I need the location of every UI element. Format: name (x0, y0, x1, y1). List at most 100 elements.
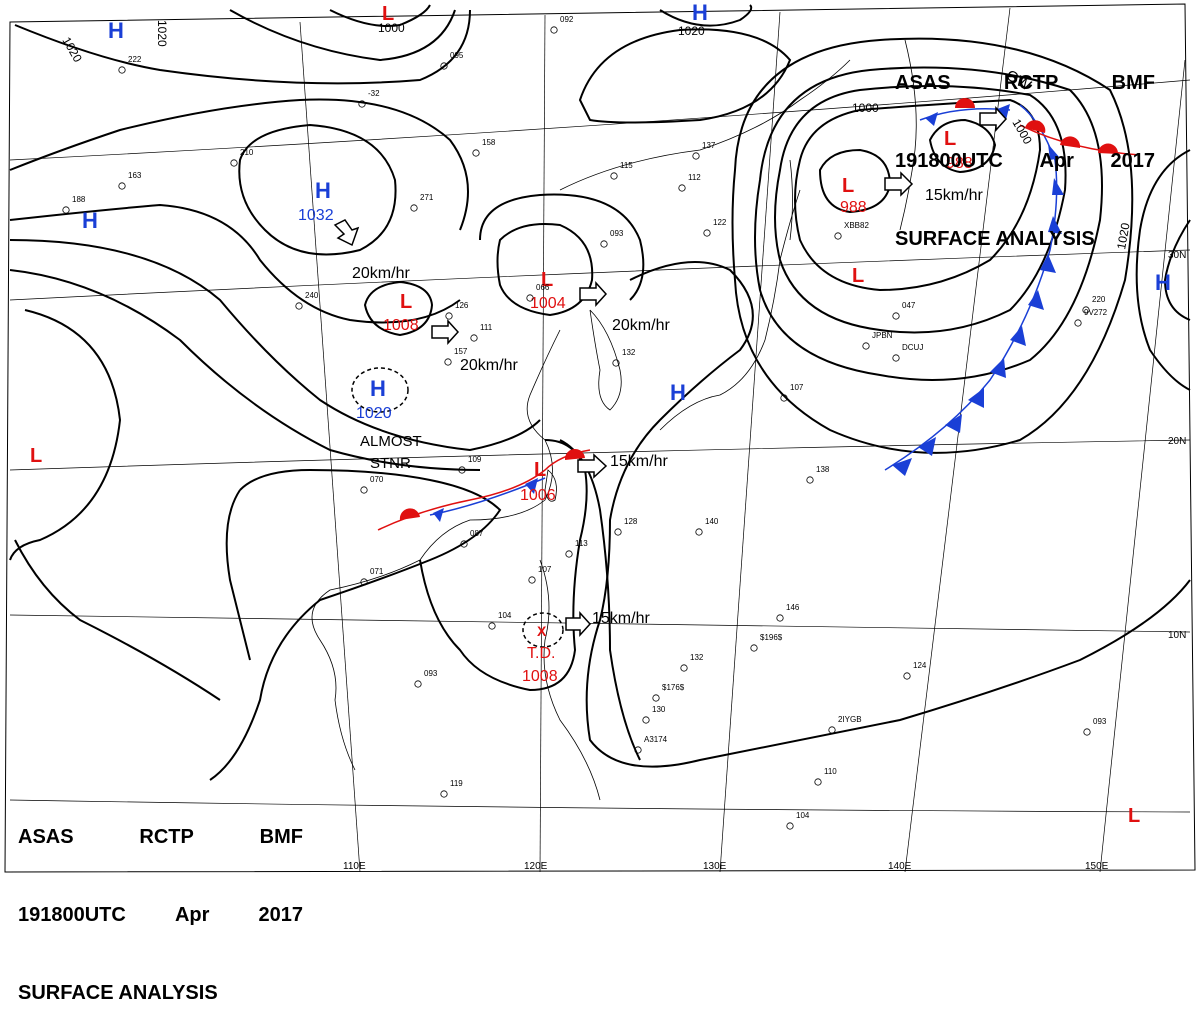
station-value: 132 (690, 653, 704, 662)
station-value: 107 (790, 383, 804, 392)
footer-product: ASAS (18, 826, 74, 848)
station-marker (414, 680, 422, 688)
station-marker (295, 302, 303, 310)
isobar (479, 193, 645, 301)
arrow-icon (565, 611, 592, 637)
header-code: BMF (1111, 72, 1155, 94)
arrow-icon (431, 319, 460, 345)
low-center-letter: L (541, 269, 553, 291)
station-marker (642, 716, 650, 724)
motion-labels: 20km/hr 20km/hr 20km/hr 15km/hr 15km/hr … (352, 187, 983, 627)
station-value: 2IYGB (838, 715, 862, 724)
station-marker (118, 182, 126, 190)
isobar (209, 468, 502, 781)
station-value: 093 (1093, 717, 1107, 726)
arrow-icon (979, 106, 1008, 132)
lat-line-30n (9, 249, 1191, 301)
station-marker (828, 726, 836, 734)
low-center-pressure: 988 (840, 199, 867, 216)
isobar (9, 239, 541, 452)
header-line-2: 191800UTC Apr 2017 (895, 148, 1155, 174)
station-marker (440, 790, 448, 798)
header-line-3: SURFACE ANALYSIS (895, 226, 1155, 252)
high-center-letter: H (82, 208, 98, 233)
cold-front-triangle (1052, 178, 1064, 195)
coast-japan (659, 189, 801, 431)
td-label: T.D. (527, 645, 555, 662)
footer-month: Apr (174, 904, 210, 926)
station-marker (360, 486, 368, 494)
footer-line-1: ASAS RCTP BMF (18, 824, 303, 850)
dashed-center-china-high (351, 367, 409, 413)
high-center-letter: H (670, 380, 686, 405)
station-marker (814, 778, 822, 786)
station-marker (614, 528, 622, 536)
isobar (754, 66, 1103, 381)
station-value: 047 (902, 301, 916, 310)
isobar (238, 123, 397, 256)
station-marker (410, 204, 418, 212)
header-line-1: ASAS RCTP BMF (895, 70, 1155, 96)
station-marker (118, 66, 126, 74)
lat-label: 20N (1168, 436, 1186, 447)
station-value: 132 (622, 348, 636, 357)
stationary-front (377, 449, 591, 531)
lat-label: 30N (1168, 250, 1186, 261)
fronts (377, 98, 1141, 531)
isobar (928, 118, 997, 174)
isobar (419, 439, 588, 692)
motion-speed: 15km/hr (610, 453, 668, 470)
station-value: 240 (305, 291, 319, 300)
arrow-icon (577, 453, 608, 479)
isobar (14, 539, 221, 701)
warm-front-bump (1098, 143, 1119, 154)
station-value: 093 (610, 229, 624, 238)
station-marker (806, 476, 814, 484)
station-value: 158 (482, 138, 496, 147)
coast-kamchatka (899, 39, 917, 231)
tropical-depression: X T.D. 1008 (522, 623, 558, 685)
station-value: $176$ (662, 683, 685, 692)
lon-line-150e (1099, 59, 1186, 873)
cold-front-triangle (968, 388, 984, 408)
station-marker (1082, 306, 1090, 314)
lat-line-20n (9, 439, 1191, 471)
high-center-pressure: 1020 (356, 405, 392, 422)
lon-line-110e (299, 21, 361, 873)
coast-siberia (559, 59, 851, 191)
station-marker (526, 294, 534, 302)
map-border (4, 3, 1196, 873)
header-month: Apr (1039, 150, 1074, 172)
isobar (9, 269, 481, 471)
station-marker (460, 540, 468, 548)
high-center-letter: H (315, 178, 331, 203)
station-marker (610, 172, 618, 180)
station-value: 163 (128, 171, 142, 180)
station-marker (62, 206, 70, 214)
warm-front-bump (1025, 120, 1046, 133)
isobar-label: 1000 (852, 101, 879, 115)
station-value: 110 (824, 767, 837, 776)
station-value: 071 (370, 567, 384, 576)
station-marker (892, 354, 900, 362)
warm-front-bump (399, 508, 420, 520)
high-center-pressure: 1032 (298, 207, 334, 224)
arrow-icon (333, 219, 360, 247)
isobar-label: 1020 (1114, 221, 1132, 250)
low-center-letter: L (400, 291, 412, 313)
footer-station: RCTP (139, 826, 194, 848)
station-marker (862, 342, 870, 350)
station-marker (600, 240, 608, 248)
station-value: 124 (913, 661, 927, 670)
low-centers: L L 1008 L 1004 L 1006 L 988 L 988 L L L (30, 3, 1140, 827)
high-center-letter: H (370, 376, 386, 401)
station-value: 126 (455, 301, 469, 310)
warm-front-bump (955, 98, 975, 108)
isobar (731, 37, 1134, 454)
isobars (9, 4, 1191, 781)
lon-label: 130E (703, 861, 727, 872)
station-marker (680, 664, 688, 672)
station-value: 109 (468, 455, 482, 464)
header-product: ASAS (895, 72, 951, 94)
isobar (1135, 149, 1191, 391)
